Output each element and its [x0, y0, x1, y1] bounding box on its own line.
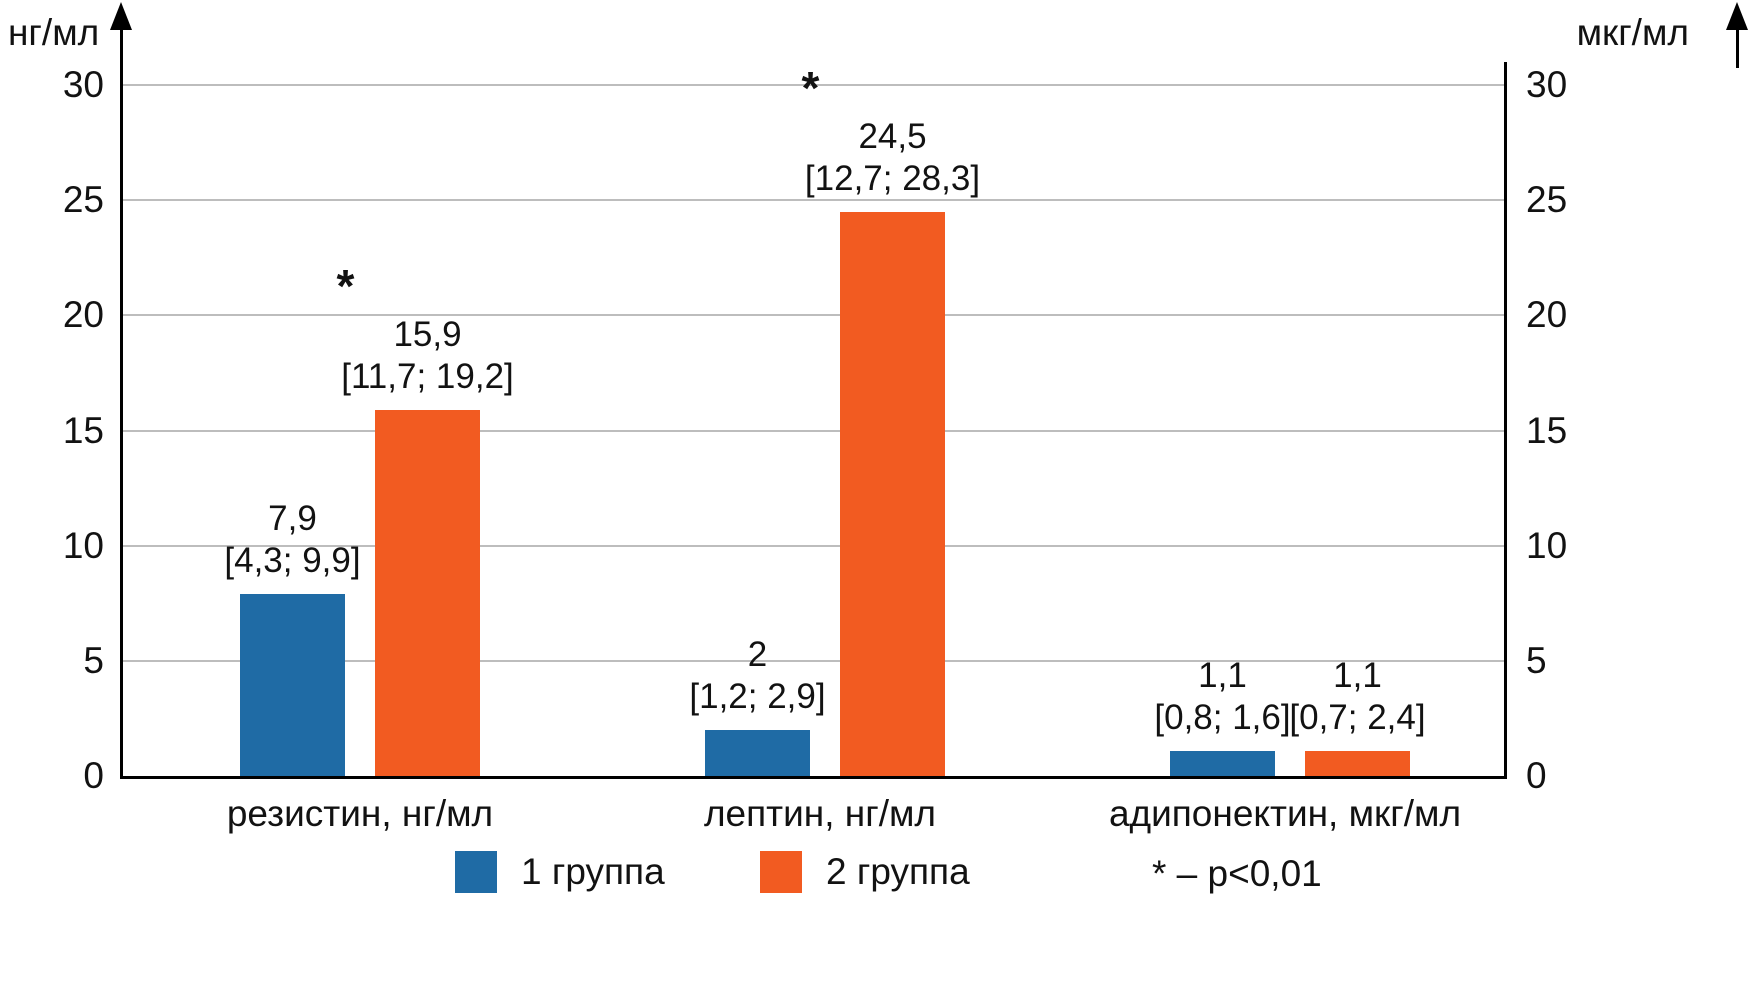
y-tick-label-right: 15: [1526, 409, 1568, 451]
legend-label: 2 группа: [826, 851, 970, 892]
right-axis-arrow-icon: [1726, 2, 1748, 30]
bar-group-2: [840, 211, 945, 776]
y-tick-label-right: 0: [1526, 755, 1547, 796]
legend-label: 1 группа: [521, 851, 665, 892]
significance-asterisk: *: [801, 61, 820, 114]
bar-annotation: 1,1 [0,8; 1,6]: [1053, 655, 1393, 739]
bar-group-2: [375, 409, 480, 776]
median-value-label: 7,9: [268, 499, 317, 539]
ci-range-label: [11,7; 19,2]: [341, 356, 514, 396]
ci-range-label: [0,7; 2,4]: [1289, 697, 1426, 737]
right-y-axis-line: [1504, 62, 1507, 776]
bar-annotation: 7,9 [4,3; 9,9]: [123, 498, 463, 582]
y-tick-label-right: 30: [1526, 64, 1568, 105]
gridline: [120, 429, 1506, 432]
bar-annotation: 1,1 [0,7; 2,4]: [1188, 655, 1528, 739]
gridline: [120, 84, 1506, 86]
legend: 1 группа 2 группа * – p<0,01: [0, 848, 1753, 904]
bar-group-2: [1305, 750, 1410, 776]
y-tick-label-left: 20: [62, 294, 104, 336]
right-axis-unit-label: мкг/мл: [1576, 12, 1689, 53]
bar-annotation: 24,5 [12,7; 28,3]: [723, 116, 1063, 200]
median-value-label: 1,1: [1198, 655, 1247, 695]
gridline: [120, 659, 1506, 662]
legend-item: 2 группа: [760, 850, 970, 894]
significance-note: * – p<0,01: [1152, 853, 1322, 894]
y-tick-label-left: 10: [62, 524, 104, 566]
category-label: резистин, нг/мл: [226, 793, 494, 834]
legend-swatch: [455, 851, 497, 893]
y-tick-label-right: 20: [1526, 294, 1568, 336]
left-y-axis-line: [120, 26, 123, 776]
median-value-label: 2: [747, 634, 768, 674]
bar-annotation: 2 [1,2; 2,9]: [588, 634, 928, 718]
y-tick-label-left: 15: [62, 409, 104, 451]
ci-range-label: [12,7; 28,3]: [804, 158, 981, 198]
y-tick-label-right: 5: [1526, 639, 1547, 681]
category-label: адипонектин, мкг/мл: [1108, 793, 1462, 834]
gridline: [120, 199, 1506, 202]
ci-range-label: [0,8; 1,6]: [1154, 697, 1291, 737]
y-tick-label-left: 0: [83, 755, 104, 796]
right-axis-arrow-tail: [1736, 26, 1739, 68]
median-value-label: 24,5: [858, 116, 927, 156]
legend-item: 1 группа: [455, 850, 665, 894]
left-axis-arrow-icon: [110, 2, 132, 30]
y-tick-label-left: 30: [62, 64, 104, 105]
x-axis-line: [120, 776, 1507, 779]
median-value-label: 15,9: [393, 314, 462, 354]
bar-group-1: [705, 729, 810, 776]
gridline: [120, 314, 1506, 317]
ci-range-label: [4,3; 9,9]: [224, 541, 361, 581]
y-tick-label-left: 5: [83, 639, 104, 681]
legend-swatch: [760, 851, 802, 893]
left-axis-unit-label: нг/мл: [8, 12, 100, 53]
y-tick-label-left: 25: [62, 179, 104, 221]
bar-group-1: [1170, 750, 1275, 776]
gridline: [120, 544, 1506, 547]
y-tick-label-right: 25: [1526, 179, 1568, 221]
ci-range-label: [1,2; 2,9]: [689, 676, 826, 716]
bar-annotation: 15,9 [11,7; 19,2]: [258, 314, 598, 398]
significance-asterisk: *: [336, 259, 355, 312]
median-value-label: 1,1: [1333, 655, 1382, 695]
bar-group-1: [240, 594, 345, 776]
y-tick-label-right: 10: [1526, 524, 1568, 566]
category-label: лептин, нг/мл: [703, 793, 937, 834]
